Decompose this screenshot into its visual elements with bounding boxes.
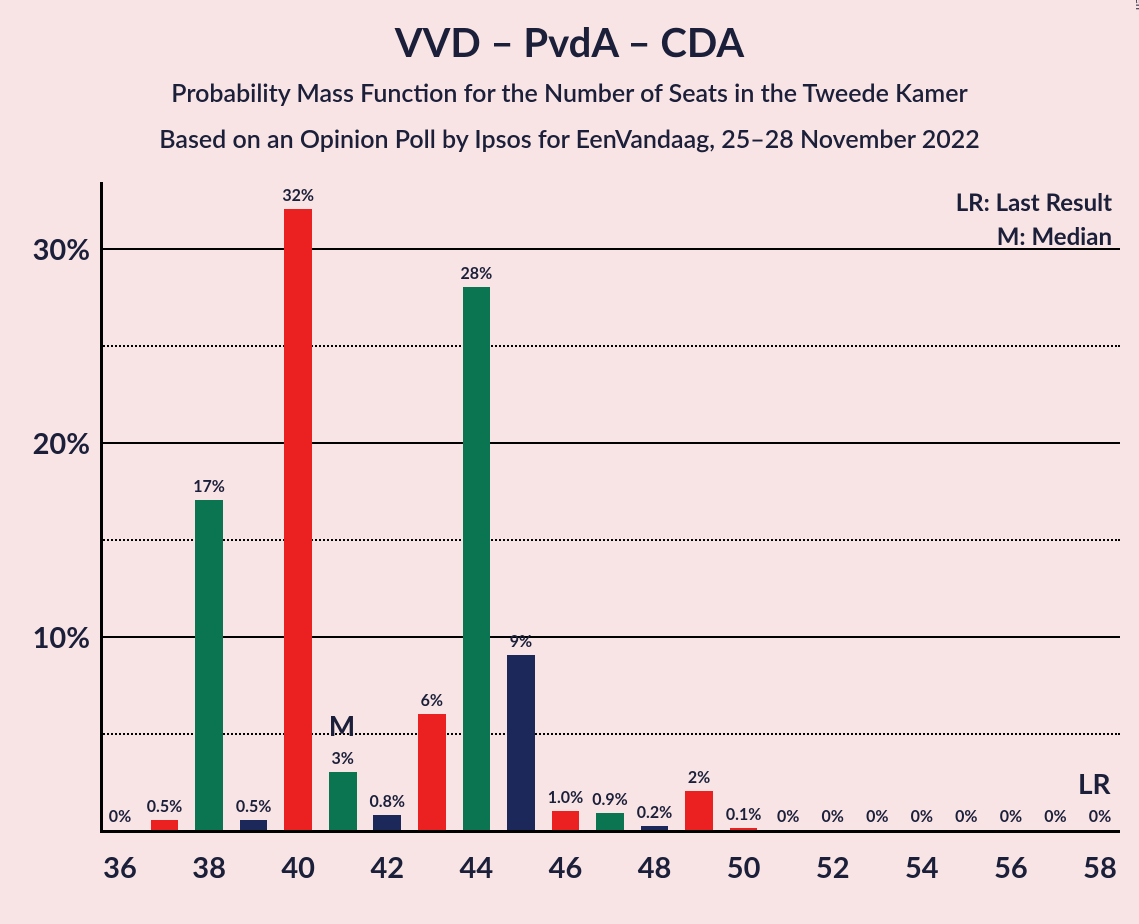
bar-value-label: 0%	[1073, 807, 1127, 826]
x-tick-label: 38	[179, 850, 239, 885]
bar-value-label: 9%	[494, 632, 548, 651]
chart-canvas: © 2022 Filip van Laenen VVD – PvdA – CDA…	[0, 0, 1139, 924]
y-tick-label: 20%	[33, 426, 90, 461]
gridline-major	[100, 442, 1120, 444]
copyright-text: © 2022 Filip van Laenen	[1133, 0, 1139, 10]
x-tick-label: 56	[981, 850, 1041, 885]
x-tick-label: 58	[1070, 850, 1130, 885]
x-tick-label: 42	[357, 850, 417, 885]
bar	[730, 828, 758, 830]
bar	[641, 826, 669, 830]
bar	[284, 209, 312, 830]
bar	[373, 815, 401, 831]
y-tick-label: 10%	[33, 620, 90, 655]
bar-value-label: 2%	[672, 768, 726, 787]
x-tick-label: 40	[268, 850, 328, 885]
bar-value-label: 0.8%	[360, 792, 414, 811]
bar	[240, 820, 268, 830]
bar	[463, 287, 491, 830]
gridline-minor	[100, 733, 1120, 735]
bar-value-label: 17%	[182, 477, 236, 496]
legend-lr: LR: Last Result	[100, 188, 1112, 217]
bar-value-label: 6%	[405, 691, 459, 710]
bar	[685, 791, 713, 830]
x-tick-label: 54	[892, 850, 952, 885]
bar-value-label: 28%	[449, 264, 503, 283]
bar-value-label: 0.5%	[227, 797, 281, 816]
bar	[596, 813, 624, 830]
x-tick-label: 52	[803, 850, 863, 885]
bar	[552, 811, 580, 830]
legend-m: M: Median	[100, 222, 1112, 251]
x-tick-label: 44	[446, 850, 506, 885]
x-tick-label: 36	[90, 850, 150, 885]
chart-subtitle-1: Probability Mass Function for the Number…	[0, 78, 1139, 108]
chart-subtitle-2: Based on an Opinion Poll by Ipsos for Ee…	[0, 124, 1139, 154]
plot-area: 0%0.5%17%0.5%32%3%0.8%6%28%9%1.0%0.9%0.2…	[100, 190, 1120, 830]
bar-value-label: 0.2%	[628, 803, 682, 822]
median-marker: M	[329, 708, 355, 742]
y-tick-label: 30%	[33, 232, 90, 267]
bar	[329, 772, 357, 830]
bar	[195, 500, 223, 830]
bar-value-label: 3%	[316, 749, 370, 768]
bar	[418, 714, 446, 830]
x-axis	[100, 830, 1120, 833]
y-axis	[100, 182, 103, 830]
gridline-minor	[100, 345, 1120, 347]
chart-title: VVD – PvdA – CDA	[0, 18, 1139, 66]
bar-value-label: 0.5%	[138, 797, 192, 816]
bar	[151, 820, 179, 830]
gridline-major	[100, 636, 1120, 638]
gridline-minor	[100, 539, 1120, 541]
x-tick-label: 46	[535, 850, 595, 885]
last-result-marker: LR	[1078, 766, 1111, 800]
bar	[507, 655, 535, 830]
x-tick-label: 50	[714, 850, 774, 885]
x-tick-label: 48	[625, 850, 685, 885]
